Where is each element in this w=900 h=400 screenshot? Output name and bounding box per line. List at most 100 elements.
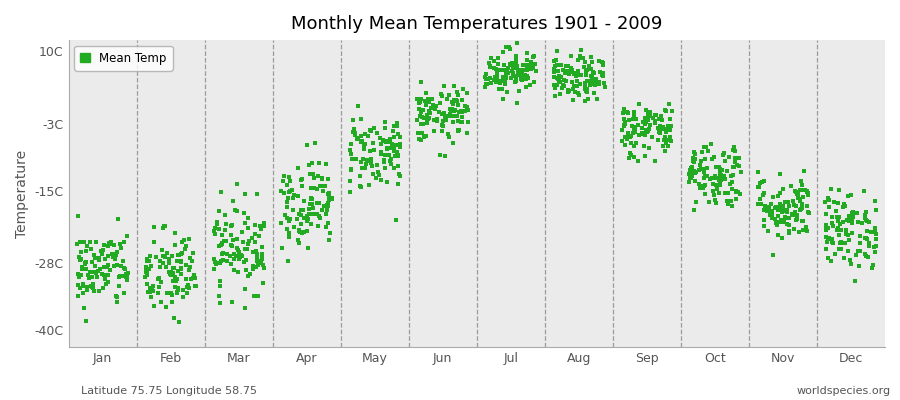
Point	[494, 86, 508, 92]
Point	[831, 199, 845, 206]
Point	[167, 265, 182, 272]
Point	[586, 79, 600, 85]
Point	[280, 198, 294, 205]
Point	[841, 232, 855, 238]
Point	[237, 258, 251, 265]
Point	[486, 76, 500, 83]
Point	[392, 140, 407, 147]
Point	[837, 255, 851, 262]
Point	[707, 197, 722, 204]
Point	[311, 173, 326, 179]
Point	[660, 129, 674, 135]
Point	[172, 252, 186, 259]
Point	[586, 69, 600, 76]
Point	[640, 129, 654, 135]
Point	[76, 239, 91, 246]
Point	[637, 121, 652, 128]
Point	[174, 264, 188, 271]
Point	[859, 235, 873, 241]
Point	[282, 230, 296, 237]
Point	[726, 147, 741, 154]
Point	[249, 258, 264, 264]
Point	[232, 256, 247, 262]
Point	[498, 76, 512, 82]
Point	[101, 272, 115, 278]
Point	[522, 82, 536, 88]
Point	[171, 284, 185, 291]
Point	[631, 158, 645, 164]
Point	[320, 200, 335, 206]
Point	[302, 162, 316, 168]
Point	[88, 238, 103, 245]
Point	[503, 61, 517, 67]
Point	[697, 144, 711, 150]
Point	[255, 244, 269, 250]
Point	[241, 224, 256, 231]
Point	[708, 174, 723, 181]
Point	[848, 278, 862, 284]
Point	[343, 188, 357, 195]
Point	[699, 165, 714, 171]
Point	[624, 152, 638, 158]
Point	[794, 186, 808, 193]
Point	[96, 242, 111, 248]
Point	[451, 92, 465, 98]
Point	[500, 89, 515, 95]
Point	[177, 246, 192, 252]
Point	[386, 144, 400, 150]
Point	[512, 88, 526, 94]
Point	[775, 217, 789, 224]
Point	[708, 173, 723, 179]
Point	[705, 156, 719, 162]
Point	[584, 73, 598, 79]
Point	[174, 251, 188, 258]
Point	[720, 190, 734, 196]
Point	[791, 195, 806, 202]
Point	[616, 122, 631, 128]
Point	[491, 67, 505, 73]
Point	[346, 117, 360, 123]
Point	[103, 241, 117, 248]
Point	[643, 122, 657, 128]
Point	[627, 128, 642, 134]
Point	[839, 226, 853, 233]
Point	[641, 128, 655, 134]
Point	[435, 111, 449, 118]
Point	[420, 116, 435, 122]
Point	[358, 140, 373, 147]
Point	[304, 210, 319, 217]
Point	[481, 76, 495, 82]
Point	[417, 134, 431, 140]
Point	[392, 171, 406, 177]
Point	[344, 167, 358, 174]
Point	[249, 264, 264, 270]
Point	[98, 281, 112, 287]
Point	[483, 62, 498, 69]
Point	[726, 164, 741, 170]
Point	[358, 165, 373, 171]
Point	[499, 75, 513, 82]
Point	[183, 255, 197, 261]
Point	[729, 196, 743, 203]
Point	[389, 142, 403, 148]
Point	[622, 150, 636, 156]
Point	[102, 240, 116, 246]
Point	[859, 250, 873, 257]
Point	[788, 188, 803, 194]
Point	[344, 166, 358, 172]
Point	[722, 154, 736, 160]
Point	[435, 128, 449, 134]
Point	[246, 263, 260, 269]
Point	[662, 101, 677, 107]
Point	[867, 244, 881, 251]
Point	[638, 119, 652, 125]
Point	[513, 67, 527, 74]
Point	[154, 278, 168, 285]
Point	[313, 183, 328, 189]
Point	[858, 215, 872, 221]
Point	[184, 258, 199, 264]
Point	[546, 58, 561, 64]
Point	[844, 218, 859, 224]
Point	[657, 136, 671, 143]
Point	[698, 173, 712, 180]
